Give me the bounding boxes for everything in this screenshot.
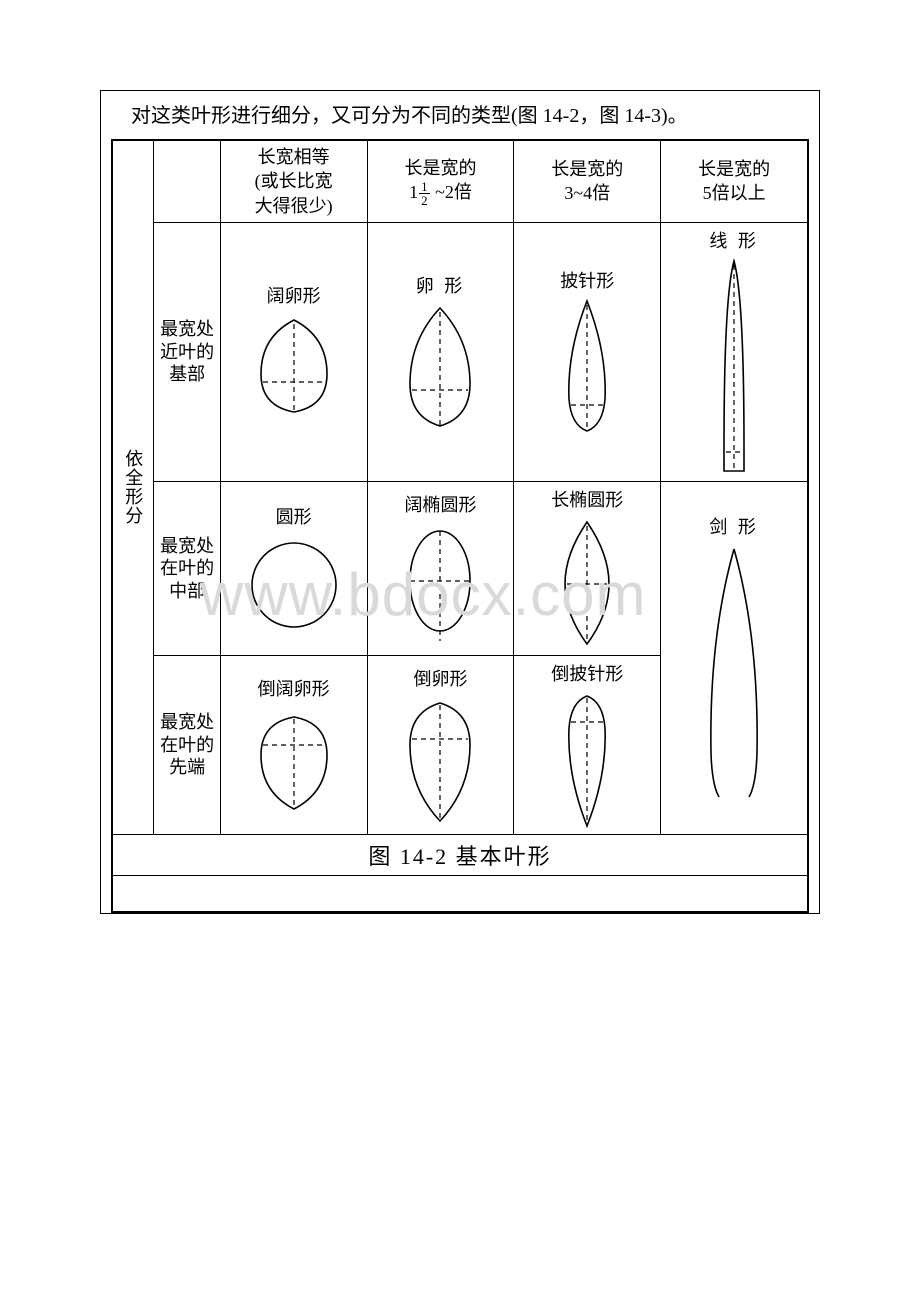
intro-text: 对这类叶形进行细分，又可分为不同的类型(图 14-2，图 14-3)。	[111, 99, 809, 133]
linear-icon	[714, 257, 754, 477]
cell-broad-elliptic: 阔椭圆形	[367, 481, 514, 655]
ensiform-icon	[699, 543, 769, 803]
primary-side-label: 依全形分	[113, 141, 154, 835]
row-label-base: 最宽处近叶的基部	[154, 222, 220, 481]
col-header-2: 长是宽的 112 ~2倍	[367, 141, 514, 223]
cell-oblong: 长椭圆形	[514, 481, 661, 655]
oblanceolate-icon	[557, 690, 617, 830]
cell-lanceolate: 披针形	[514, 222, 661, 481]
ovate-icon	[400, 302, 480, 432]
ob-broad-ovate-icon	[249, 705, 339, 815]
cell-ob-broad-ovate: 倒阔卵形	[220, 655, 367, 834]
cell-broad-ovate: 阔卵形	[220, 222, 367, 481]
col-header-4: 长是宽的 5倍以上	[661, 141, 808, 223]
cell-linear: 线 形	[661, 222, 808, 481]
row-label-middle: 最宽处在叶的中部	[154, 481, 220, 655]
row-label-apex: 最宽处在叶的先端	[154, 655, 220, 834]
cell-oblanceolate: 倒披针形	[514, 655, 661, 834]
leaf-shape-diagram: 依全形分 长宽相等 (或长比宽 大得很少) 长是宽的 112 ~2倍 长是宽的 …	[111, 139, 809, 913]
empty-corner	[154, 141, 220, 223]
spacer	[113, 875, 808, 911]
broad-elliptic-icon	[400, 521, 480, 646]
cell-obovate: 倒卵形	[367, 655, 514, 834]
orbicular-icon	[244, 533, 344, 633]
figure-caption: 图 14-2 基本叶形	[113, 834, 808, 875]
oblong-icon	[557, 516, 617, 651]
cell-ensiform: 剑 形	[661, 481, 808, 834]
col-header-3: 长是宽的 3~4倍	[514, 141, 661, 223]
cell-orbicular: 圆形	[220, 481, 367, 655]
broad-ovate-icon	[249, 312, 339, 422]
cell-ovate: 卵 形	[367, 222, 514, 481]
lanceolate-icon	[557, 297, 617, 437]
obovate-icon	[400, 695, 480, 825]
col-header-1: 长宽相等 (或长比宽 大得很少)	[220, 141, 367, 223]
